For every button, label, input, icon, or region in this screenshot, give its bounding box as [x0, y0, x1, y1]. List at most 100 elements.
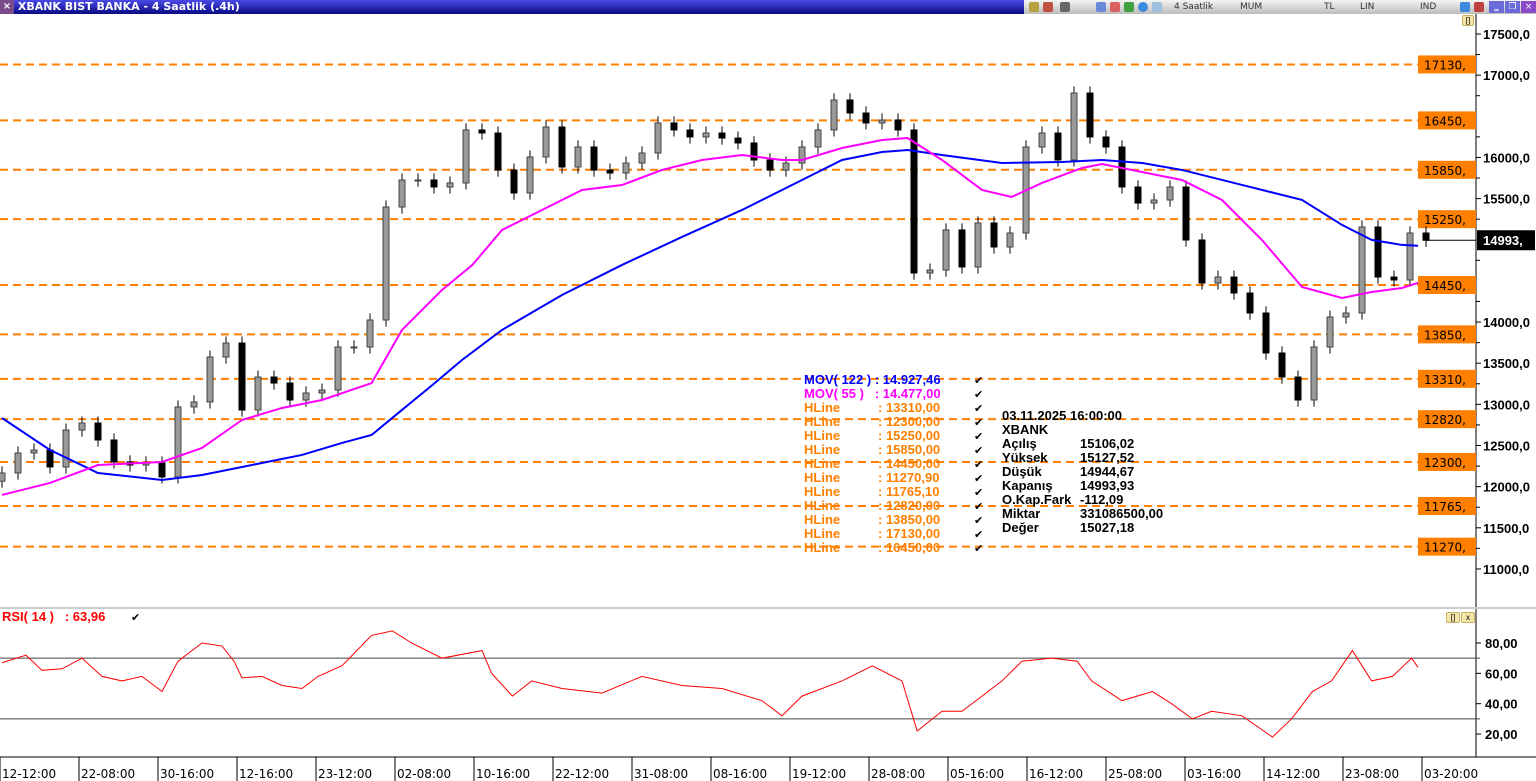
check-icon[interactable]: ✔	[974, 487, 984, 499]
candle-up[interactable]	[926, 269, 934, 274]
candle-up[interactable]	[446, 182, 454, 188]
restore-button[interactable]: ❐	[1505, 1, 1520, 13]
candle-up[interactable]	[1342, 312, 1350, 318]
candle-up[interactable]	[974, 222, 982, 268]
candle-down[interactable]	[862, 112, 870, 124]
candle-down[interactable]	[1086, 92, 1094, 138]
legend-mov55[interactable]: MOV( 55 ) : 14.477,00	[804, 387, 941, 401]
chart-icon[interactable]	[1110, 2, 1120, 12]
candle-up[interactable]	[526, 156, 534, 194]
check-icon[interactable]: ✔	[974, 375, 984, 387]
candle-down[interactable]	[1422, 232, 1430, 241]
legend-hline[interactable]: HLine: 12300,00	[804, 415, 940, 429]
candle-up[interactable]	[382, 206, 390, 321]
check-icon[interactable]: ✔	[974, 389, 984, 401]
check-icon[interactable]: ✔	[974, 473, 984, 485]
indicator-selector[interactable]: IND	[1420, 2, 1437, 12]
candle-down[interactable]	[910, 129, 918, 274]
pencil-icon[interactable]	[1124, 2, 1134, 12]
candle-up[interactable]	[942, 229, 950, 271]
candle-up[interactable]	[62, 429, 70, 468]
candle-down[interactable]	[46, 449, 54, 468]
tools-icon[interactable]	[1029, 2, 1039, 12]
candle-up[interactable]	[702, 132, 710, 138]
drawing-icon[interactable]	[1043, 2, 1053, 12]
candle-down[interactable]	[1102, 136, 1110, 148]
candle-up[interactable]	[14, 452, 22, 474]
candle-up[interactable]	[1166, 186, 1174, 201]
candle-up[interactable]	[302, 392, 310, 401]
candle-up[interactable]	[1214, 276, 1222, 284]
candle-up[interactable]	[414, 179, 422, 182]
legend-hline[interactable]: HLine: 13310,00	[804, 401, 940, 415]
candle-up[interactable]	[1326, 316, 1334, 348]
legend-hline[interactable]: HLine: 12820,00	[804, 499, 940, 513]
candle-up[interactable]	[30, 449, 38, 454]
candle-down[interactable]	[958, 229, 966, 268]
check-icon[interactable]: ✔	[974, 501, 984, 513]
check-icon[interactable]: ✔	[974, 445, 984, 457]
check-icon[interactable]: ✔	[974, 515, 984, 527]
legend-hline[interactable]: HLine: 15250,00	[804, 429, 940, 443]
candle-down[interactable]	[494, 132, 502, 171]
candle-up[interactable]	[622, 162, 630, 174]
legend-hline[interactable]: HLine: 15850,00	[804, 443, 940, 457]
candle-up[interactable]	[78, 422, 86, 431]
candle-up[interactable]	[1038, 132, 1046, 148]
candle-down[interactable]	[590, 146, 598, 171]
candle-up[interactable]	[206, 356, 214, 403]
candle-up[interactable]	[574, 146, 582, 168]
candle-down[interactable]	[478, 129, 486, 134]
minimize-button[interactable]: ‗	[1489, 1, 1504, 13]
arrow-icon[interactable]	[1460, 2, 1470, 12]
legend-hline[interactable]: HLine: 13850,00	[804, 513, 940, 527]
chart-type-selector[interactable]: MUM	[1240, 2, 1263, 12]
candle-down[interactable]	[766, 159, 774, 171]
panel-maximize-button[interactable]: []	[1462, 15, 1474, 26]
candle-down[interactable]	[270, 376, 278, 384]
candle-up[interactable]	[190, 401, 198, 408]
candle-down[interactable]	[110, 439, 118, 463]
candle-up[interactable]	[1070, 92, 1078, 161]
close-chart-button[interactable]: ×	[0, 0, 14, 14]
candle-up[interactable]	[0, 472, 6, 482]
candle-down[interactable]	[846, 99, 854, 114]
window-close-button[interactable]: ×	[1521, 1, 1536, 13]
candle-down[interactable]	[894, 119, 902, 131]
candle-down[interactable]	[158, 462, 166, 478]
candle-up[interactable]	[830, 99, 838, 131]
settings-icon[interactable]	[1474, 2, 1484, 12]
candle-up[interactable]	[814, 129, 822, 148]
candle-up[interactable]	[878, 119, 886, 124]
check-icon[interactable]: ✔	[974, 543, 984, 555]
candle-down[interactable]	[1054, 132, 1062, 161]
candle-down[interactable]	[1278, 352, 1286, 378]
legend-hline[interactable]: HLine: 14450,00	[804, 457, 940, 471]
wave-icon[interactable]	[1152, 2, 1162, 12]
candle-down[interactable]	[94, 422, 102, 441]
candle-down[interactable]	[606, 169, 614, 174]
candle-down[interactable]	[1230, 276, 1238, 294]
candle-down[interactable]	[1374, 226, 1382, 278]
currency-selector[interactable]: TL	[1324, 2, 1335, 12]
candle-down[interactable]	[286, 382, 294, 401]
legend-mov122[interactable]: MOV( 122 ) : 14.927,46	[804, 373, 941, 387]
candle-down[interactable]	[734, 137, 742, 144]
candle-up[interactable]	[1150, 199, 1158, 204]
check-icon[interactable]: ✔	[131, 612, 141, 624]
check-icon[interactable]: ✔	[974, 417, 984, 429]
check-icon[interactable]: ✔	[974, 431, 984, 443]
forward-icon[interactable]	[1060, 2, 1070, 12]
candle-up[interactable]	[1406, 232, 1414, 281]
candle-up[interactable]	[222, 342, 230, 358]
scale-selector[interactable]: LIN	[1360, 2, 1375, 12]
check-icon[interactable]: ✔	[974, 403, 984, 415]
candle-up[interactable]	[1358, 226, 1366, 314]
period-selector[interactable]: 4 Saatlik	[1174, 2, 1214, 12]
candle-down[interactable]	[238, 342, 246, 411]
candle-down[interactable]	[1294, 376, 1302, 401]
candle-up[interactable]	[334, 346, 342, 391]
candle-up[interactable]	[174, 406, 182, 478]
candle-up[interactable]	[1310, 346, 1318, 401]
